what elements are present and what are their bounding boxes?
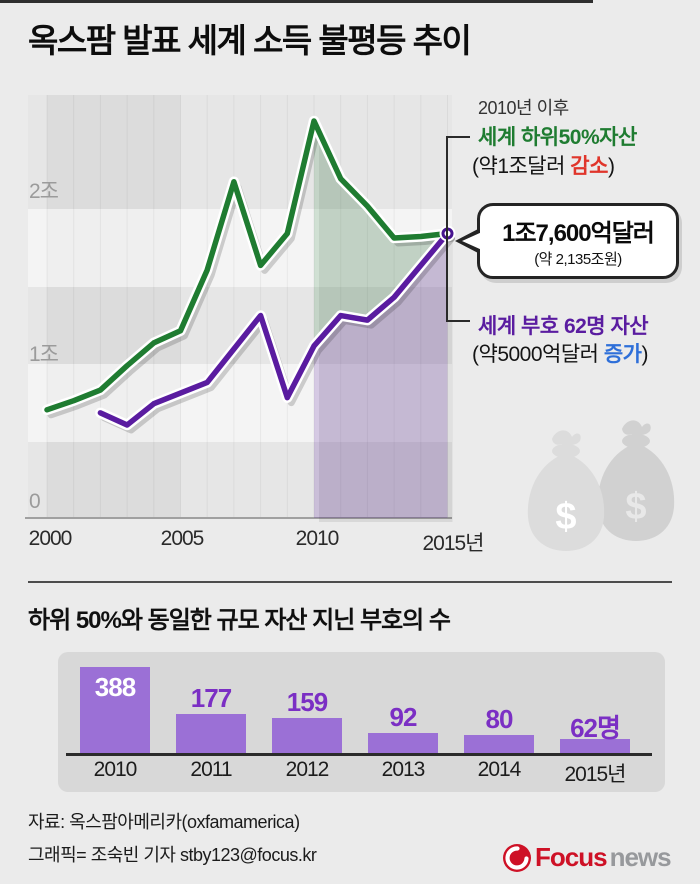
green-area-fill xyxy=(314,121,448,346)
purple-fill-shadow xyxy=(319,237,453,523)
x-tick-2010: 2010 xyxy=(295,527,340,550)
bubble-pointer-fill xyxy=(462,232,482,250)
purple-sub-suffix: ) xyxy=(641,343,648,366)
bar-category-label: 2011 xyxy=(190,758,232,781)
callout-sub-value: (약 2,135조원) xyxy=(534,251,622,268)
band-2000-2005 xyxy=(47,95,181,518)
purple-area-fill xyxy=(314,233,448,519)
bar-2013 xyxy=(368,733,438,753)
bar-category-label: 2010 xyxy=(93,758,138,781)
bar-2011 xyxy=(176,714,246,753)
green-sub-prefix: (약1조달러 xyxy=(472,155,571,178)
green-line xyxy=(44,118,451,413)
logo-news-text: news xyxy=(609,842,672,872)
bar-category-label: 2015년 xyxy=(564,763,626,786)
annotation-period: 2010년 이후 xyxy=(478,98,569,118)
source-line: 자료: 옥스팜아메리카(oxfamamerica) xyxy=(28,812,300,832)
bar-chart-panel: 388 2010 177 2011 159 2012 92 2013 80 2014 62명 2015… xyxy=(58,652,665,792)
logo-focus-text: Focus xyxy=(535,842,608,872)
bar-value-label: 159 xyxy=(286,687,328,717)
x-tick-2005: 2005 xyxy=(160,527,205,550)
bar-value-label: 92 xyxy=(389,702,418,732)
bar-2010 xyxy=(80,667,150,753)
h-band-lower xyxy=(28,364,452,442)
bar-2012 xyxy=(272,718,342,753)
bar-category-label: 2013 xyxy=(381,758,426,781)
section-divider xyxy=(28,581,672,583)
y-tick-0: 0 xyxy=(29,490,41,513)
credit-line: 그래픽= 조숙빈 기자 stby123@focus.kr xyxy=(28,845,317,865)
annotation-green-label: 세계 하위50%자산 xyxy=(478,126,637,149)
annotation-green-sub: (약1조달러 감소) xyxy=(472,150,615,180)
x-tick-2000: 2000 xyxy=(28,527,73,550)
purple-sub-prefix: (약5000억달러 xyxy=(472,343,604,366)
bar-category-label: 2012 xyxy=(285,758,330,781)
bar-category-label: 2014 xyxy=(477,758,522,781)
page-title: 옥스팜 발표 세계 소득 불평등 추이 xyxy=(28,22,472,59)
callout-value: 1조7,600억달러 xyxy=(502,220,655,247)
money-bags-icon: $ $ xyxy=(527,420,675,551)
bar-value-label: 177 xyxy=(190,683,232,713)
line-chart xyxy=(25,95,456,523)
svg-text:$: $ xyxy=(555,496,576,538)
bar-chart-title: 하위 50%와 동일한 규모 자산 지닌 부호의 수 xyxy=(28,607,451,634)
value-callout-bubble: 1조7,600억달러 (약 2,135조원) xyxy=(455,203,679,279)
increase-word: 증가 xyxy=(603,343,642,366)
svg-text:$: $ xyxy=(625,486,646,528)
annotation-purple-label: 세계 부호 62명 자산 xyxy=(478,315,649,338)
x-tick-2015: 2015년 xyxy=(422,532,484,555)
decrease-word: 감소 xyxy=(570,155,608,178)
money-bag-front-icon: $ xyxy=(527,430,605,551)
money-bag-back-icon: $ xyxy=(597,420,675,541)
bar-2015년 xyxy=(560,739,630,753)
purple-line xyxy=(97,230,451,428)
y-tick-1t: 1조 xyxy=(29,343,59,366)
green-sub-suffix: ) xyxy=(607,155,615,178)
bar-chart-axis xyxy=(66,753,652,756)
focus-news-logo-icon xyxy=(503,843,531,872)
y-tick-2t: 2조 xyxy=(29,180,59,203)
annotation-bracket xyxy=(446,136,470,322)
green-fill-shadow xyxy=(319,125,453,350)
bar-value-label: 388 xyxy=(94,672,136,702)
top-strip xyxy=(0,0,593,3)
annotation-purple-sub: (약5000억달러 증가) xyxy=(472,338,648,368)
bar-value-label: 80 xyxy=(485,704,514,734)
focus-news-logo: Focus news xyxy=(502,842,672,873)
bar-2014 xyxy=(464,735,534,753)
bar-value-label: 62명 xyxy=(570,713,621,743)
